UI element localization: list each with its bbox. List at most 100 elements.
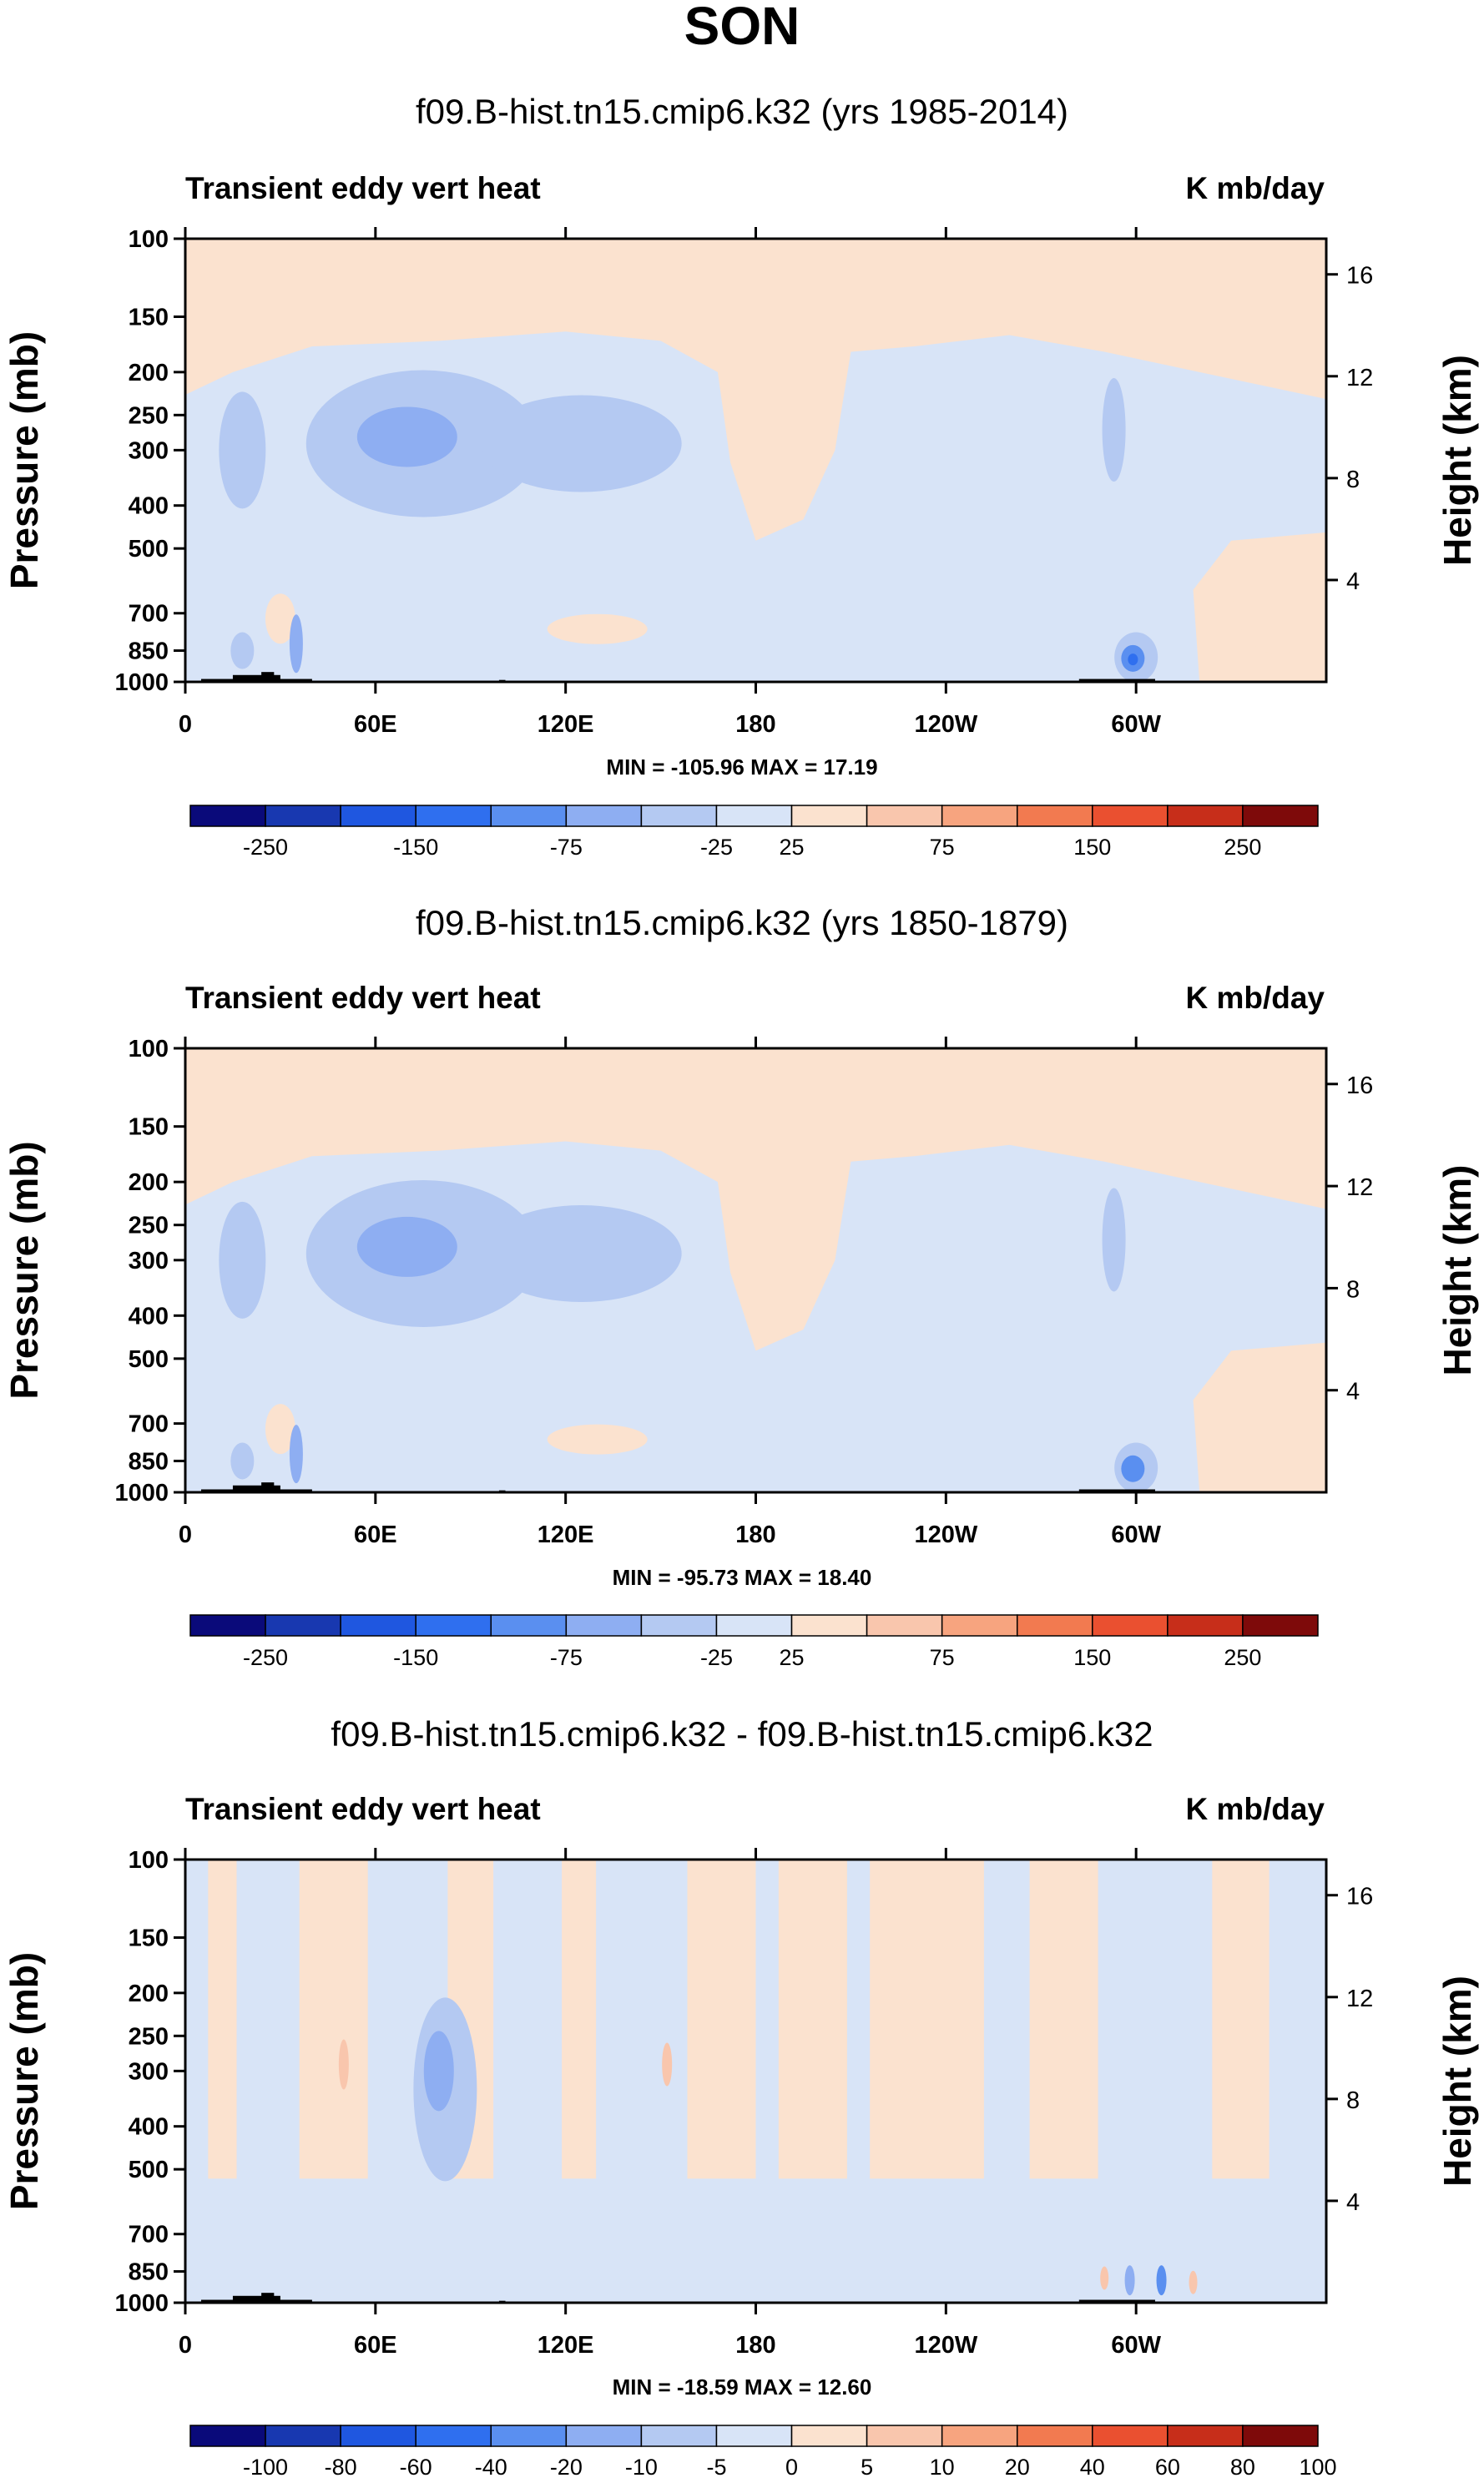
min-max-label: MIN = -95.73 MAX = 18.40: [613, 1565, 872, 1590]
colorbar-swatch: [790, 1614, 868, 1637]
colorbar-label: 10: [930, 2455, 955, 2480]
dipole: [1189, 2270, 1198, 2294]
positive-band: [299, 1860, 368, 2179]
panel-title: f09.B-hist.tn15.cmip6.k32 - f09.B-hist.t…: [331, 1714, 1153, 1754]
x-tick-label: 120E: [538, 1522, 594, 1548]
heatmap-field: [185, 1048, 1326, 1492]
panel-title: f09.B-hist.tn15.cmip6.k32 (yrs 1985-2014…: [416, 92, 1068, 131]
y-tick-label: 150: [129, 1925, 169, 1952]
colorbar-swatch: [415, 2425, 492, 2447]
colorbar-label: 250: [1224, 835, 1261, 860]
topography: [232, 2295, 280, 2303]
panel-right-label: K mb/day: [1185, 981, 1325, 1015]
heatmap-field: [185, 1860, 1326, 2303]
topography: [1078, 2299, 1155, 2303]
colorbar-swatch: [265, 2425, 341, 2447]
surface-min: [289, 1425, 303, 1484]
colorbar-swatch: [1016, 1614, 1093, 1637]
x-tick-label: 0: [179, 2332, 192, 2359]
colorbar-label: 150: [1073, 835, 1111, 860]
y-right-tick-label: 8: [1346, 1276, 1360, 1303]
panel-title: f09.B-hist.tn15.cmip6.k32 (yrs 1850-1879…: [416, 903, 1068, 942]
colorbar-swatch: [640, 2425, 718, 2447]
positive-patch: [1233, 537, 1325, 655]
x-tick-label: 60W: [1111, 1522, 1161, 1548]
colorbar-swatch: [415, 805, 492, 827]
colorbar-label: 40: [1080, 2455, 1105, 2480]
colorbar-swatch: [415, 1614, 492, 1637]
x-tick-label: 180: [735, 2332, 775, 2359]
positive-patch: [265, 593, 295, 644]
panel-left-label: Transient eddy vert heat: [185, 981, 541, 1015]
colorbar-swatch: [1016, 2425, 1093, 2447]
topography: [261, 2293, 275, 2303]
y-tick-label: 100: [129, 1036, 169, 1062]
colorbar-swatch: [866, 805, 943, 827]
y-tick-label: 500: [129, 536, 169, 563]
y-tick-label: 200: [129, 360, 169, 386]
y-tick-label: 250: [129, 2023, 169, 2050]
y-tick-label: 850: [129, 1448, 169, 1475]
y-right-axis-title: Height (km): [1436, 1976, 1479, 2187]
y-tick-label: 100: [129, 226, 169, 253]
positive-band: [1212, 1860, 1269, 2179]
colorbar-swatch: [790, 2425, 868, 2447]
y-right-tick-label: 8: [1346, 467, 1360, 493]
colorbar-label: 250: [1224, 1645, 1261, 1670]
positive-patch: [547, 1424, 648, 1455]
colorbar-label: 75: [930, 835, 955, 860]
y-right-axis-title: Height (km): [1436, 1165, 1479, 1376]
y-tick-label: 1000: [114, 2290, 169, 2317]
jet-core-inner: [356, 406, 457, 467]
colorbar-swatch: [1242, 1614, 1319, 1637]
topography: [261, 1482, 275, 1492]
jet-side: [1102, 378, 1126, 482]
colorbar-swatch: [340, 2425, 416, 2447]
colorbar-label: 20: [1005, 2455, 1030, 2480]
positive-patch: [547, 613, 648, 644]
y-tick-label: 150: [129, 305, 169, 331]
positive-patch: [1233, 1347, 1325, 1465]
y-tick-label: 300: [129, 2058, 169, 2085]
y-tick-label: 300: [129, 437, 169, 464]
surface-min: [230, 1442, 255, 1480]
jet-core-outer: [481, 1204, 682, 1302]
colorbar-label: -10: [625, 2455, 658, 2480]
colorbar-label: -150: [393, 1645, 438, 1670]
y-tick-label: 500: [129, 1346, 169, 1373]
topography: [232, 1485, 280, 1492]
surface-min: [230, 632, 255, 669]
colorbar-label: 5: [861, 2455, 873, 2480]
colorbar-swatch: [715, 805, 793, 827]
y-tick-label: 100: [129, 1847, 169, 1874]
y-tick-label: 400: [129, 2114, 169, 2141]
colorbar-label: 75: [930, 1645, 955, 1670]
y-right-tick-label: 16: [1346, 1884, 1373, 1910]
colorbar-label: -150: [393, 835, 438, 860]
colorbar-label: -80: [325, 2455, 357, 2480]
colorbar-swatch: [640, 805, 718, 827]
x-tick-label: 60E: [354, 711, 397, 738]
positive-band: [1029, 1860, 1098, 2179]
colorbar-label: -100: [243, 2455, 288, 2480]
x-tick-label: 60W: [1111, 711, 1161, 738]
colorbar-label: -25: [700, 1645, 733, 1670]
x-tick-label: 120W: [914, 711, 977, 738]
panel-left-label: Transient eddy vert heat: [185, 171, 541, 205]
colorbar-label: 25: [780, 1645, 805, 1670]
x-tick-label: 180: [735, 1522, 775, 1548]
colorbar-label: -20: [550, 2455, 583, 2480]
colorbar-swatch: [1167, 2425, 1244, 2447]
topography: [1078, 1489, 1155, 1492]
y-tick-label: 400: [129, 1303, 169, 1330]
y-tick-label: 200: [129, 1981, 169, 2007]
colorbar-swatch: [565, 805, 643, 827]
colorbar-label: -60: [400, 2455, 432, 2480]
y-tick-label: 500: [129, 2157, 169, 2183]
y-axis-title: Pressure (mb): [3, 1141, 46, 1399]
x-tick-label: 180: [735, 711, 775, 738]
colorbar-swatch: [1242, 2425, 1319, 2447]
figure-title: SON: [684, 0, 800, 56]
y-right-tick-label: 4: [1346, 1379, 1360, 1406]
